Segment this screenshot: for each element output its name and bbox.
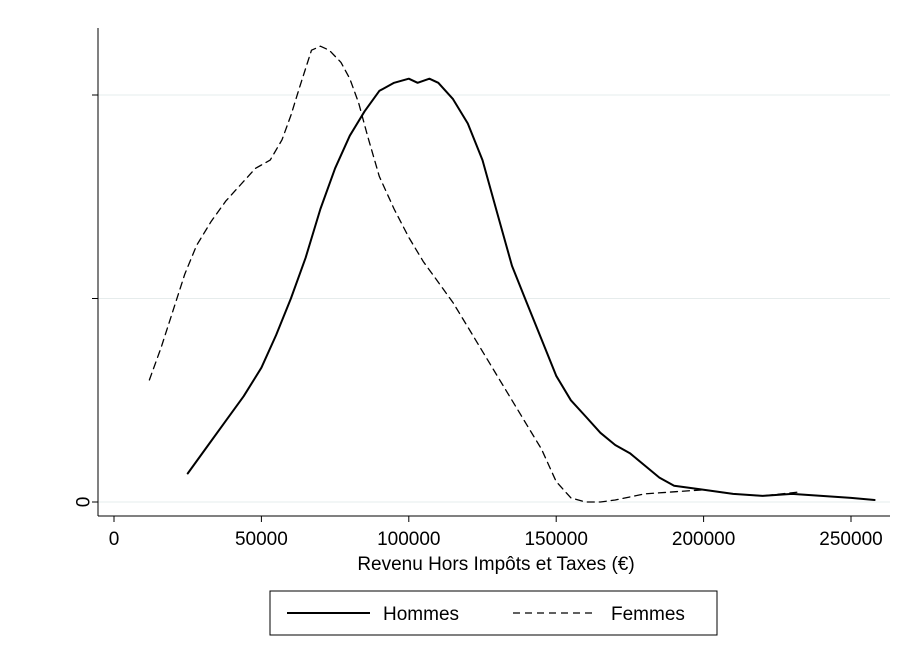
- grid-lines: [98, 94, 890, 503]
- legend-label-femmes: Femmes: [611, 604, 685, 625]
- series-lines: [148, 45, 876, 503]
- x-tick-label: 150000: [524, 529, 587, 550]
- series-line-femmes: [148, 45, 802, 503]
- x-tick-label: 100000: [377, 529, 440, 550]
- x-tick-label: 0: [109, 529, 120, 550]
- legend-label-hommes: Hommes: [383, 604, 459, 625]
- x-tick-label: 250000: [819, 529, 882, 550]
- x-axis-title: Revenu Hors Impôts et Taxes (€): [357, 554, 634, 575]
- y-tick-label: 0: [74, 497, 95, 508]
- chart-background: [4, 4, 897, 655]
- series-line-hommes: [186, 77, 876, 501]
- x-tick-label: 50000: [235, 529, 288, 550]
- legend: Hommes Femmes: [269, 590, 718, 636]
- axes: 0 0 50000 100000 150000 200000 250000: [74, 28, 890, 550]
- x-tick-label: 200000: [672, 529, 735, 550]
